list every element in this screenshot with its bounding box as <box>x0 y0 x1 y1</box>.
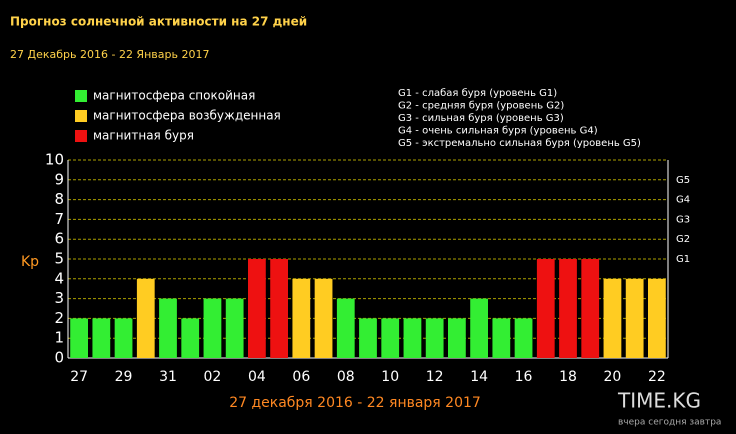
x-tick-label: 22 <box>648 369 666 385</box>
y-tick-label: 1 <box>54 329 64 347</box>
bar <box>381 318 400 358</box>
y-axis-label: Kp <box>21 254 39 270</box>
x-tick-label: 10 <box>381 369 399 385</box>
bar <box>70 318 88 358</box>
bar <box>359 318 377 358</box>
bar <box>425 318 444 358</box>
legend-swatch <box>75 130 87 142</box>
bar <box>403 318 422 358</box>
y-tick-label: 8 <box>54 190 64 208</box>
y2-tick-label: G5 <box>676 175 690 186</box>
x-tick-label: 06 <box>292 369 310 385</box>
legend-label: магнитосфера спокойная <box>93 89 255 103</box>
bar <box>448 318 466 358</box>
note: G1 - слабая буря (уровень G1) <box>398 88 557 99</box>
bar <box>159 298 177 358</box>
x-tick-label: 16 <box>515 369 533 385</box>
watermark: TIME.KG <box>617 389 701 413</box>
x-tick-label: 27 <box>70 369 88 385</box>
y2-tick-label: G1 <box>676 254 690 265</box>
bar <box>514 318 533 358</box>
note: G5 - экстремально сильная буря (уровень … <box>398 138 641 149</box>
legend-swatch <box>75 110 87 122</box>
note: G4 - очень сильная буря (уровень G4) <box>398 126 598 137</box>
y-tick-label: 4 <box>54 269 64 287</box>
legend-label: магнитная буря <box>93 129 194 143</box>
x-tick-label: 29 <box>115 369 133 385</box>
bar <box>92 318 111 358</box>
bar <box>181 318 200 358</box>
watermark-tagline: вчера сегодня завтра <box>618 418 721 428</box>
chart-title: Прогноз солнечной активности на 27 дней <box>10 15 307 29</box>
note: G3 - сильная буря (уровень G3) <box>398 113 564 124</box>
bar <box>314 278 333 358</box>
x-tick-label: 31 <box>159 369 177 385</box>
y2-tick-label: G3 <box>676 214 690 225</box>
y-tick-label: 0 <box>54 349 64 367</box>
y-tick-label: 3 <box>54 289 64 307</box>
x-tick-label: 20 <box>604 369 622 385</box>
x-tick-label: 18 <box>559 369 577 385</box>
bar <box>492 318 511 358</box>
y2-tick-label: G2 <box>676 234 690 245</box>
bar <box>603 278 622 358</box>
y-tick-label: 10 <box>45 151 64 169</box>
bar <box>114 318 133 358</box>
bar <box>470 298 488 358</box>
x-axis-label: 27 декабря 2016 - 22 января 2017 <box>229 395 481 411</box>
bar <box>203 298 222 358</box>
legend-label: магнитосфера возбужденная <box>93 109 281 123</box>
note: G2 - средняя буря (уровень G2) <box>398 101 564 112</box>
bar <box>336 298 355 358</box>
chart-subtitle: 27 Декабрь 2016 - 22 Январь 2017 <box>10 48 209 61</box>
legend-swatch <box>75 90 87 102</box>
x-tick-label: 04 <box>248 369 266 385</box>
bar <box>536 259 555 358</box>
bar <box>225 298 244 358</box>
y2-tick-label: G4 <box>676 195 690 206</box>
x-tick-label: 08 <box>337 369 355 385</box>
y-tick-label: 9 <box>54 170 64 188</box>
y-tick-label: 5 <box>54 250 64 268</box>
bar <box>559 259 577 358</box>
bar <box>136 278 155 358</box>
bar <box>270 259 288 358</box>
y-tick-label: 6 <box>54 230 64 248</box>
bar <box>648 278 666 358</box>
bar <box>581 259 600 358</box>
bar <box>248 259 266 358</box>
x-tick-label: 12 <box>426 369 444 385</box>
bar <box>292 278 311 358</box>
y-tick-label: 2 <box>54 309 64 327</box>
y-tick-label: 7 <box>54 210 64 228</box>
x-tick-label: 02 <box>204 369 222 385</box>
bar <box>625 278 644 358</box>
x-tick-label: 14 <box>470 369 488 385</box>
